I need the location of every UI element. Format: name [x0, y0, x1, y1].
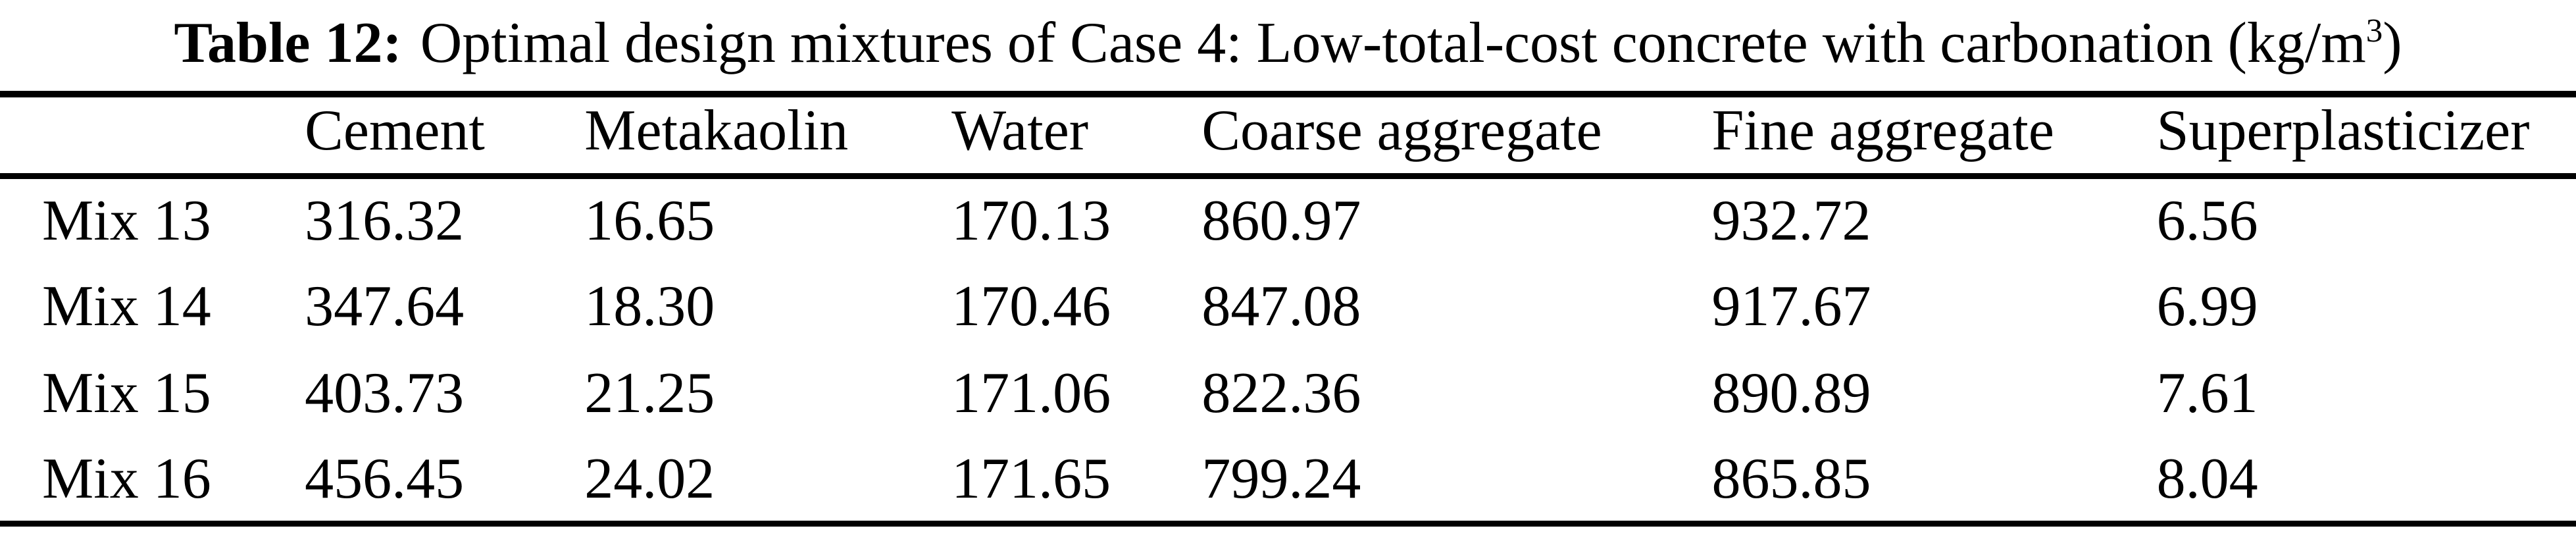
cell-coarse-aggregate: 847.08 — [1201, 274, 1361, 338]
cell-water: 170.13 — [951, 189, 1111, 253]
cell-cement: 347.64 — [305, 274, 465, 338]
row-label: Mix 15 — [42, 361, 211, 425]
unit-prefix: (kg/m — [2227, 11, 2366, 75]
cell-coarse-aggregate: 822.36 — [1201, 361, 1361, 425]
row-label: Mix 14 — [42, 274, 211, 338]
table-caption: Table 12: Optimal design mixtures of Case… — [0, 0, 2576, 91]
cell-fine-aggregate: 917.67 — [1711, 274, 1871, 338]
column-header-empty — [0, 94, 305, 179]
cell-superplasticizer: 8.04 — [2156, 446, 2258, 511]
table-caption-number: Table 12: — [174, 11, 402, 75]
column-header-metakaolin: Metakaolin — [584, 94, 952, 179]
cell-metakaolin: 24.02 — [584, 446, 715, 511]
cell-fine-aggregate: 932.72 — [1711, 189, 1871, 253]
cell-metakaolin: 16.65 — [584, 189, 715, 253]
cell-coarse-aggregate: 799.24 — [1201, 446, 1361, 511]
cell-cement: 403.73 — [305, 361, 465, 425]
cell-water: 171.65 — [951, 446, 1111, 511]
column-header-coarse-aggregate: Coarse aggregate — [1201, 94, 1712, 179]
cell-water: 171.06 — [951, 361, 1111, 425]
cell-metakaolin: 18.30 — [584, 274, 715, 338]
cell-superplasticizer: 7.61 — [2156, 361, 2258, 425]
table-row-mix-13: Mix 13 316.32 16.65 170.13 860.97 932.72… — [0, 176, 2576, 263]
cell-cement: 456.45 — [305, 446, 465, 511]
table-row-mix-14: Mix 14 347.64 18.30 170.46 847.08 917.67… — [0, 263, 2576, 350]
table-row-mix-15: Mix 15 403.73 21.25 171.06 822.36 890.89… — [0, 350, 2576, 437]
cell-cement: 316.32 — [305, 189, 465, 253]
cell-metakaolin: 21.25 — [584, 361, 715, 425]
column-header-fine-aggregate: Fine aggregate — [1711, 94, 2157, 179]
table-caption-unit: (kg/m3) — [2228, 11, 2402, 75]
row-label: Mix 16 — [42, 446, 211, 511]
cell-coarse-aggregate: 860.97 — [1201, 189, 1361, 253]
row-label: Mix 13 — [42, 189, 211, 253]
cell-superplasticizer: 6.56 — [2156, 189, 2258, 253]
cell-water: 170.46 — [951, 274, 1111, 338]
unit-suffix: ) — [2383, 11, 2402, 75]
column-header-cement: Cement — [305, 94, 585, 179]
cell-fine-aggregate: 865.85 — [1711, 446, 1871, 511]
table-row-mix-16: Mix 16 456.45 24.02 171.65 799.24 865.85… — [0, 437, 2576, 524]
table-caption-text: Optimal design mixtures of Case 4: Low-t… — [420, 11, 2213, 75]
header-row: Cement Metakaolin Water Coarse aggregate… — [0, 94, 2576, 179]
mix-design-table: Cement Metakaolin Water Coarse aggregate… — [0, 91, 2576, 527]
cell-superplasticizer: 6.99 — [2156, 274, 2258, 338]
column-header-superplasticizer: Superplasticizer — [2156, 94, 2576, 179]
cell-fine-aggregate: 890.89 — [1711, 361, 1871, 425]
unit-superscript: 3 — [2365, 13, 2383, 50]
column-header-water: Water — [951, 94, 1202, 179]
